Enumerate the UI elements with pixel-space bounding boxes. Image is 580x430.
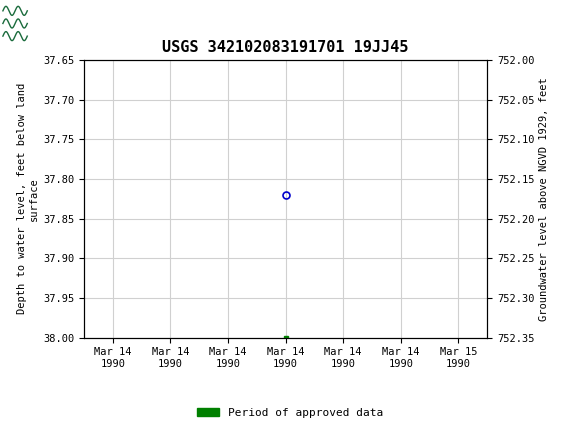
- Text: USGS: USGS: [58, 12, 126, 33]
- Y-axis label: Depth to water level, feet below land
surface: Depth to water level, feet below land su…: [17, 83, 39, 314]
- Bar: [3, 2, 55, 43]
- Y-axis label: Groundwater level above NGVD 1929, feet: Groundwater level above NGVD 1929, feet: [539, 77, 549, 321]
- Legend: Period of approved data: Period of approved data: [193, 403, 387, 422]
- Title: USGS 342102083191701 19JJ45: USGS 342102083191701 19JJ45: [162, 40, 409, 55]
